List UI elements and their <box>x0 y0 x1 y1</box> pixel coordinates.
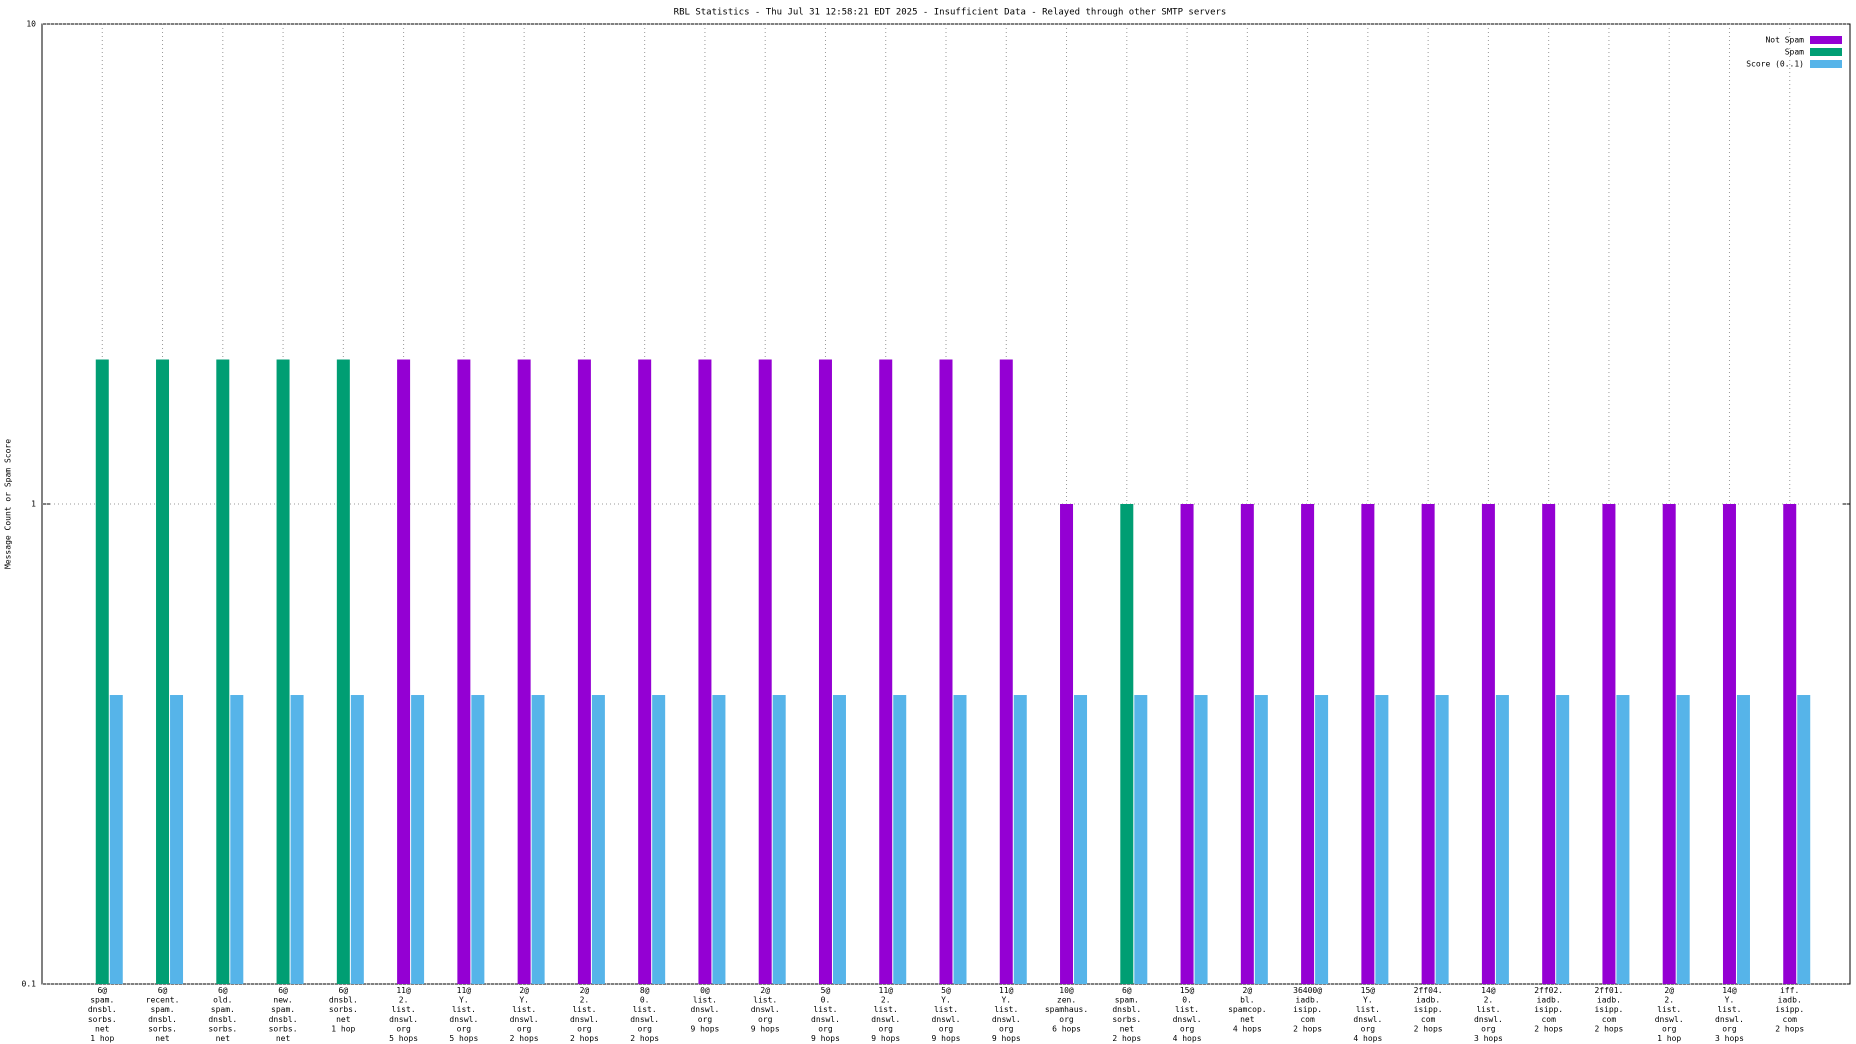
x-tick-label: iff. iadb. isipp. com 2 hops <box>1775 986 1804 1033</box>
bar <box>1240 504 1254 984</box>
bar <box>411 695 425 984</box>
x-tick-label: 36400@ iadb. isipp. com 2 hops <box>1293 986 1322 1033</box>
y-tick-label: 1 <box>31 500 36 509</box>
bar <box>1722 504 1736 984</box>
bar <box>1616 695 1630 984</box>
x-tick-label: 11@ 2. list. dnswl. org 5 hops <box>389 986 418 1043</box>
bar <box>290 695 304 984</box>
y-tick-label: 10 <box>26 20 36 29</box>
bar <box>1013 695 1027 984</box>
x-tick-label: 15@ Y. list. dnswl. org 4 hops <box>1353 986 1382 1043</box>
bar <box>1481 504 1495 984</box>
bar <box>1783 504 1797 984</box>
bar <box>1736 695 1750 984</box>
x-tick-label: 2ff02. iadb. isipp. com 2 hops <box>1534 986 1563 1033</box>
x-tick-label: 2ff01. iadb. isipp. com 2 hops <box>1594 986 1623 1033</box>
bar <box>109 695 123 984</box>
bar <box>517 359 531 984</box>
x-tick-label: 6@ spam. dnsbl. sorbs. net 1 hop <box>88 986 117 1043</box>
bar <box>95 359 109 984</box>
bar <box>772 695 786 984</box>
bar <box>1074 695 1088 984</box>
bar <box>216 359 230 984</box>
x-tick-label: 2@ 2. list. dnswl. org 2 hops <box>570 986 599 1043</box>
bar <box>1662 504 1676 984</box>
bar <box>1120 504 1134 984</box>
y-tick-label: 0.1 <box>22 980 37 989</box>
bar <box>1301 504 1315 984</box>
x-tick-label: 6@ spam. dnsbl. sorbs. net 2 hops <box>1112 986 1141 1043</box>
chart-title: RBL Statistics - Thu Jul 31 12:58:21 EDT… <box>674 8 1227 18</box>
bar <box>336 359 350 984</box>
bar <box>471 695 485 984</box>
x-tick-label: 14@ Y. list. dnswl. org 3 hops <box>1715 986 1744 1043</box>
bar <box>832 695 846 984</box>
x-tick-label: 2@ Y. list. dnswl. org 2 hops <box>510 986 539 1043</box>
bar <box>638 359 652 984</box>
bar <box>1435 695 1449 984</box>
bar <box>230 695 244 984</box>
x-tick-label: 2@ list. dnswl. org 9 hops <box>751 986 780 1033</box>
bar <box>577 359 591 984</box>
bar <box>1797 695 1811 984</box>
x-tick-label: 5@ Y. list. dnswl. org 9 hops <box>932 986 961 1043</box>
bar <box>893 695 907 984</box>
bar <box>939 359 953 984</box>
bar <box>350 695 364 984</box>
legend-swatch <box>1810 60 1842 68</box>
bar <box>1254 695 1268 984</box>
bar <box>1194 695 1208 984</box>
x-tick-label: 2ff04. iadb. isipp. com 2 hops <box>1414 986 1443 1033</box>
bar <box>531 695 545 984</box>
x-tick-label: 11@ Y. list. dnswl. org 5 hops <box>449 986 478 1043</box>
bar <box>457 359 471 984</box>
legend-label: Spam <box>1785 48 1804 57</box>
legend-swatch <box>1810 48 1842 56</box>
bar <box>879 359 893 984</box>
x-tick-label: 15@ 0. list. dnswl. org 4 hops <box>1173 986 1202 1043</box>
x-tick-label: 8@ 0. list. dnswl. org 2 hops <box>630 986 659 1043</box>
bar <box>1315 695 1329 984</box>
x-tick-label: 2@ 2. list. dnswl. org 1 hop <box>1655 986 1684 1043</box>
bar <box>156 359 170 984</box>
bar <box>1134 695 1148 984</box>
x-tick-label: 11@ Y. list. dnswl. org 9 hops <box>992 986 1021 1043</box>
bar <box>712 695 726 984</box>
x-tick-label: 2@ bl. spamcop. net 4 hops <box>1228 986 1267 1033</box>
bar <box>1421 504 1435 984</box>
bar <box>1676 695 1690 984</box>
bar <box>1542 504 1556 984</box>
bar <box>953 695 967 984</box>
bar <box>397 359 411 984</box>
bar <box>170 695 184 984</box>
x-tick-label: 14@ 2. list. dnswl. org 3 hops <box>1474 986 1503 1043</box>
bar <box>999 359 1013 984</box>
bar <box>698 359 712 984</box>
bar <box>1495 695 1509 984</box>
x-tick-label: 11@ 2. list. dnswl. org 9 hops <box>871 986 900 1043</box>
legend-label: Not Spam <box>1765 36 1804 45</box>
legend-swatch <box>1810 36 1842 44</box>
bar <box>591 695 605 984</box>
bar <box>1361 504 1375 984</box>
bar <box>1180 504 1194 984</box>
bar <box>1375 695 1389 984</box>
y-axis-label: Message Count or Spam Score <box>4 439 13 569</box>
bar <box>1602 504 1616 984</box>
bar <box>1060 504 1074 984</box>
bar <box>758 359 772 984</box>
x-tick-label: 6@ dnsbl. sorbs. net 1 hop <box>329 986 358 1033</box>
bar <box>276 359 290 984</box>
bar <box>652 695 666 984</box>
x-tick-label: 0@ list. dnswl. org 9 hops <box>690 986 719 1033</box>
bar <box>1556 695 1570 984</box>
legend-label: Score (0..1) <box>1746 60 1804 69</box>
x-tick-label: 5@ 0. list. dnswl. org 9 hops <box>811 986 840 1043</box>
x-tick-label: 10@ zen. spamhaus. org 6 hops <box>1045 986 1088 1033</box>
bar <box>818 359 832 984</box>
